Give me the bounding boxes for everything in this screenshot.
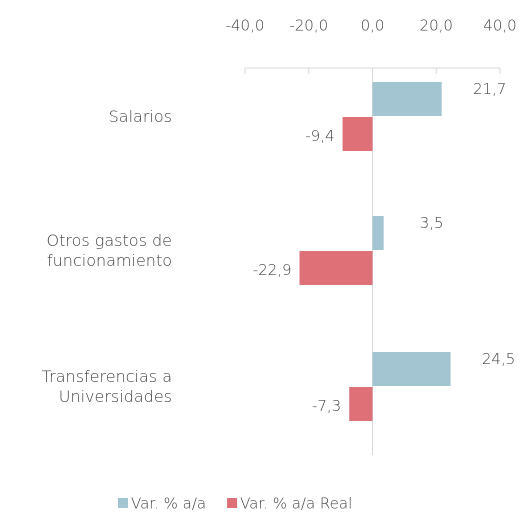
value-label: 21,7 xyxy=(473,80,506,98)
value-label: -7,3 xyxy=(312,397,341,415)
x-tick-label: -40,0 xyxy=(226,17,265,35)
bar xyxy=(372,352,451,386)
x-tick-label: 40,0 xyxy=(483,17,516,35)
x-tick-label: -20,0 xyxy=(289,17,328,35)
bar xyxy=(372,216,384,250)
bar xyxy=(342,117,373,151)
x-tick-label: 0,0 xyxy=(361,17,385,35)
bar xyxy=(299,251,373,285)
legend-swatch xyxy=(118,498,128,508)
category-label: Transferencias a Universidades xyxy=(41,367,172,406)
value-label: 3,5 xyxy=(420,214,444,232)
value-label: 24,5 xyxy=(482,350,515,368)
value-label: -22,9 xyxy=(253,261,292,279)
value-label: -9,4 xyxy=(305,127,334,145)
category-label: Salarios xyxy=(108,107,172,126)
legend-label: Var. % a/a xyxy=(131,495,206,513)
x-tick-label: 20,0 xyxy=(420,17,453,35)
legend-label: Var. % a/a Real xyxy=(240,495,352,513)
category-label: Otros gastos de funcionamiento xyxy=(46,231,172,270)
legend-swatch xyxy=(227,498,238,508)
bar xyxy=(372,82,442,116)
bar xyxy=(349,387,373,421)
